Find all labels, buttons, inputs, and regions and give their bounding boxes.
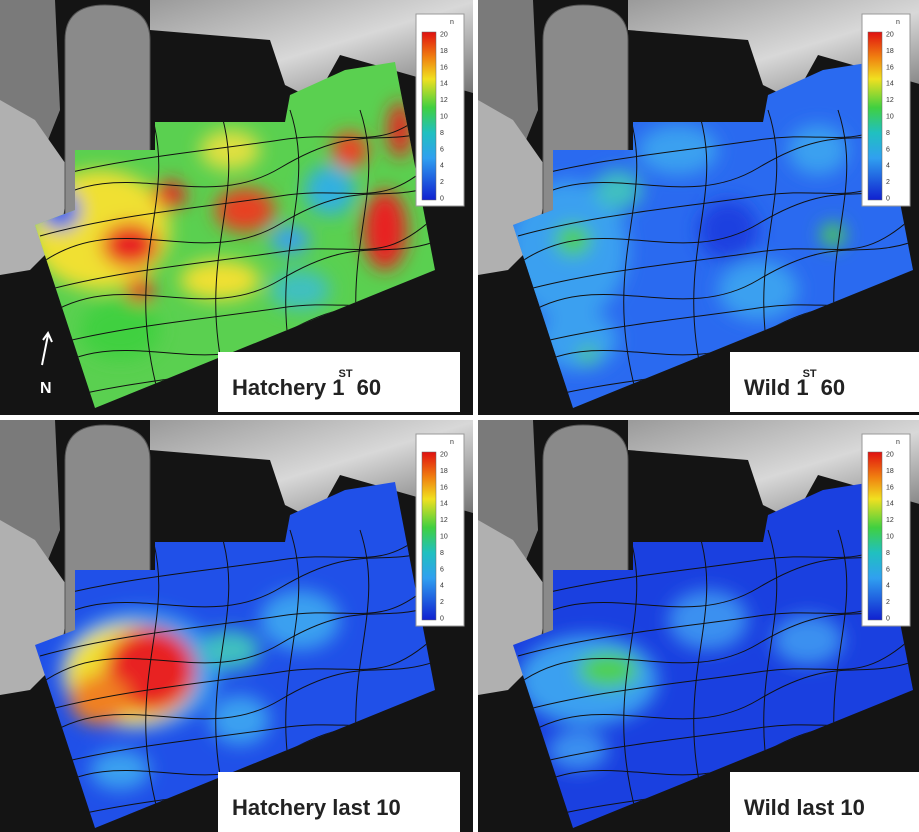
colorbar-title: n: [450, 19, 454, 26]
colorbar: [868, 32, 882, 200]
panel-label-text: Wild last 10: [744, 795, 865, 820]
panel-label-text: Hatchery 1: [232, 375, 345, 400]
colorbar-title: n: [896, 19, 900, 26]
panel-label-suffix: 60: [821, 375, 845, 400]
heat-blob: [90, 750, 150, 790]
colorbar-tick-label: 6: [886, 566, 890, 573]
panel-label-text: Hatchery last 10: [232, 795, 401, 820]
colorbar-tick-label: 2: [886, 599, 890, 606]
colorbar-tick-label: 12: [886, 97, 894, 104]
colorbar-tick-label: 20: [886, 32, 894, 39]
colorbar: [868, 452, 882, 620]
colorbar-tick-label: 20: [440, 32, 448, 39]
heat-blob: [200, 630, 260, 670]
colorbar-tick-label: 6: [886, 146, 890, 153]
heat-blob: [594, 170, 642, 210]
colorbar-tick-label: 18: [886, 48, 894, 55]
colorbar-tick-label: 14: [886, 81, 894, 88]
colorbar: [422, 452, 436, 620]
heat-blob: [102, 223, 158, 267]
colorbar-tick-label: 18: [440, 468, 448, 475]
page: n20181614121086420Hatchery 1ST60Nn201816…: [0, 0, 919, 832]
heat-blob: [70, 675, 130, 725]
colorbar-tick-label: 8: [440, 550, 444, 557]
colorbar-tick-label: 0: [886, 196, 890, 203]
colorbar-tick-label: 12: [886, 517, 894, 524]
colorbar-tick-label: 16: [886, 484, 894, 491]
heat-blob: [821, 223, 845, 247]
colorbar-tick-label: 16: [440, 64, 448, 71]
heat-blob: [270, 270, 330, 310]
colorbar-tick-label: 2: [886, 179, 890, 186]
colorbar-tick-label: 18: [440, 48, 448, 55]
heat-blob: [773, 615, 843, 665]
figure: n20181614121086420Hatchery 1ST60Nn201816…: [0, 0, 919, 832]
colorbar-tick-label: 8: [886, 550, 890, 557]
colorbar-tick-label: 14: [440, 501, 448, 508]
heat-blob: [788, 125, 848, 175]
heat-blob: [668, 590, 748, 650]
colorbar-tick-label: 16: [440, 484, 448, 491]
heat-blob: [363, 190, 407, 270]
colorbar-tick-label: 20: [440, 452, 448, 459]
colorbar: [422, 32, 436, 200]
colorbar-tick-label: 8: [440, 130, 444, 137]
colorbar-tick-label: 10: [886, 534, 894, 541]
colorbar-tick-label: 4: [440, 583, 444, 590]
colorbar-title: n: [896, 439, 900, 446]
colorbar-tick-label: 14: [886, 501, 894, 508]
panel-label-text: Wild 1: [744, 375, 809, 400]
colorbar-tick-label: 0: [886, 616, 890, 623]
colorbar-tick-label: 6: [440, 146, 444, 153]
colorbar-tick-label: 0: [440, 616, 444, 623]
colorbar-tick-label: 6: [440, 566, 444, 573]
heat-blob: [210, 695, 270, 745]
heat-blob: [698, 200, 758, 260]
colorbar-tick-label: 10: [886, 114, 894, 121]
heat-blob: [555, 224, 591, 256]
colorbar-tick-label: 12: [440, 97, 448, 104]
colorbar-tick-label: 4: [440, 163, 444, 170]
panel-label-superscript: ST: [339, 368, 353, 380]
heat-blob: [215, 188, 275, 232]
colorbar-tick-label: 10: [440, 534, 448, 541]
colorbar-tick-label: 0: [440, 196, 444, 203]
colorbar-tick-label: 4: [886, 583, 890, 590]
colorbar-tick-label: 4: [886, 163, 890, 170]
compass-label: N: [40, 380, 52, 397]
heat-blob: [260, 590, 340, 650]
colorbar-tick-label: 16: [886, 64, 894, 71]
colorbar-tick-label: 10: [440, 114, 448, 121]
colorbar-tick-label: 12: [440, 517, 448, 524]
colorbar-title: n: [450, 439, 454, 446]
heat-blob: [578, 347, 598, 363]
heat-blob: [718, 260, 798, 320]
colorbar-tick-label: 14: [440, 81, 448, 88]
colorbar-tick-label: 8: [886, 130, 890, 137]
heat-blob: [126, 278, 154, 302]
panel-label-superscript: ST: [803, 368, 817, 380]
panel-label: Wild last 10: [744, 795, 865, 820]
colorbar-tick-label: 2: [440, 599, 444, 606]
colorbar-tick-label: 2: [440, 179, 444, 186]
panel-label: Hatchery last 10: [232, 795, 401, 820]
panel-label-suffix: 60: [357, 375, 381, 400]
colorbar-tick-label: 18: [886, 468, 894, 475]
colorbar-tick-label: 20: [886, 452, 894, 459]
